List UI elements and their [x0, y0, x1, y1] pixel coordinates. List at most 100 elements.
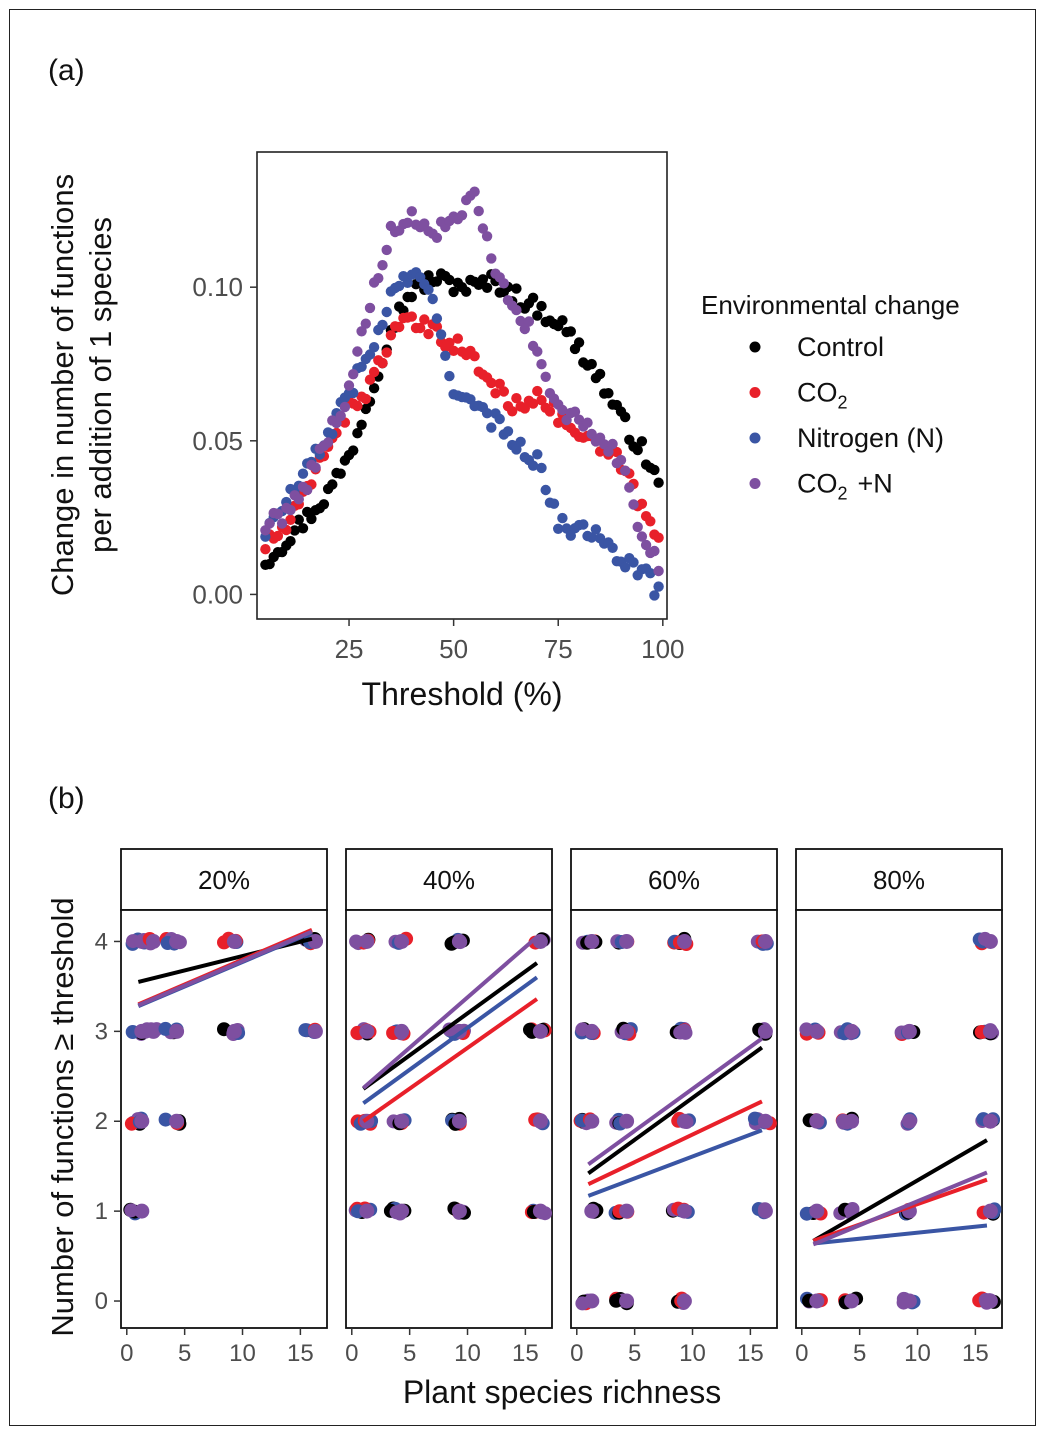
legend: Environmental change Control CO2 Nitrogen … [701, 290, 960, 504]
y-tick-label: 0 [95, 1288, 108, 1315]
point-co2n [343, 380, 355, 391]
x-tick-label: 5 [178, 1340, 191, 1367]
point-co2n [348, 369, 359, 380]
fit-line-nitrogen [587, 1128, 763, 1198]
point-nitrogen [444, 370, 455, 382]
point-control [620, 411, 631, 423]
facet-strip-label: 60% [648, 865, 700, 895]
x-tick-label: 15 [287, 1340, 314, 1367]
facet-plot-border [120, 909, 328, 1329]
point-control [532, 310, 543, 321]
point-control [461, 286, 472, 297]
point-co2 [415, 322, 426, 334]
point-nitrogen [527, 460, 539, 471]
x-tick-label: 10 [454, 1340, 481, 1367]
fit-line-control [587, 1045, 764, 1176]
point-co2 [490, 388, 501, 399]
facet-points [123, 931, 323, 1221]
point-co2n [809, 1203, 825, 1219]
point-co2n [982, 1113, 998, 1129]
facet-strip-label: 80% [873, 865, 925, 895]
point-co2 [519, 403, 530, 414]
point-nitrogen [494, 413, 505, 425]
point-nitrogen [381, 306, 392, 318]
point-co2 [611, 446, 622, 458]
point-co2n [901, 1113, 917, 1129]
point-control [649, 464, 660, 476]
point-co2 [444, 337, 455, 348]
point-co2n [653, 565, 664, 577]
point-co2n [169, 934, 185, 949]
panel-a-x-ticks: 25 50 75 100 [335, 619, 685, 664]
y-tick-label: 4 [95, 928, 108, 955]
point-co2n [364, 302, 376, 314]
x-tick-label: 0 [795, 1340, 808, 1367]
point-co2n [451, 1203, 467, 1219]
point-co2 [653, 532, 664, 543]
point-nitrogen [431, 313, 443, 324]
point-co2n [557, 404, 568, 416]
y-tick-label: 0.00 [192, 579, 243, 609]
point-co2n [982, 934, 998, 949]
point-co2n [419, 218, 430, 229]
y-tick-label: 3 [95, 1018, 108, 1045]
point-co2 [645, 516, 656, 527]
point-co2n [356, 326, 367, 337]
point-co2n [339, 401, 351, 413]
facet-points [348, 931, 552, 1221]
point-co2n [540, 371, 551, 382]
point-co2n [615, 454, 627, 466]
legend-marker [749, 478, 761, 489]
point-co2n [676, 1293, 692, 1309]
x-tick-label: 0 [120, 1340, 133, 1367]
point-control [289, 525, 300, 536]
point-co2 [507, 406, 518, 417]
point-co2n [272, 508, 284, 520]
point-co2n [982, 1293, 998, 1309]
point-co2 [419, 314, 430, 325]
point-control [327, 479, 338, 490]
point-co2n [451, 1113, 467, 1129]
x-tick-label: 15 [512, 1340, 539, 1367]
panel-b-x-axis-title: Plant species richness [403, 1374, 721, 1410]
point-co2n [584, 1203, 600, 1219]
point-control [573, 337, 585, 348]
point-co2n [603, 446, 614, 457]
point-co2n [456, 210, 468, 221]
legend-label: Nitrogen (N) [797, 423, 944, 453]
legend-item-control: Control [749, 332, 884, 362]
point-co2n [619, 934, 635, 949]
y-tick-label: 0.10 [192, 272, 243, 302]
fit-line-nitrogen [813, 1223, 988, 1246]
point-control [511, 283, 522, 294]
legend-item-co2n: CO2 +N [749, 469, 893, 504]
panel-a-y-axis-title-line1: Change in number of functions [45, 174, 80, 596]
point-control [368, 383, 380, 394]
point-nitrogen [590, 524, 602, 535]
point-co2n [676, 934, 692, 949]
point-co2n [451, 934, 467, 949]
point-co2n [352, 346, 363, 357]
point-co2n [536, 359, 547, 370]
x-tick-label: 0 [345, 1340, 358, 1367]
point-control [444, 274, 455, 286]
point-co2 [364, 374, 376, 385]
point-co2n [310, 462, 321, 473]
point-co2n [649, 545, 660, 557]
point-co2 [385, 330, 397, 341]
point-co2n [982, 1023, 998, 1039]
facet-strip [120, 848, 328, 911]
fit-line-co2n [362, 935, 539, 1090]
point-co2 [553, 417, 564, 428]
point-co2n [844, 1113, 860, 1129]
point-co2n [486, 253, 497, 264]
point-co2 [260, 544, 271, 555]
x-tick-label: 10 [904, 1340, 931, 1367]
point-co2 [394, 321, 405, 333]
point-co2n [469, 186, 480, 197]
x-tick-label: 15 [737, 1340, 764, 1367]
facet-strip [570, 848, 778, 911]
y-tick-label: 0.05 [192, 426, 243, 456]
point-co2n [619, 1203, 635, 1219]
point-co2n [844, 1293, 860, 1309]
